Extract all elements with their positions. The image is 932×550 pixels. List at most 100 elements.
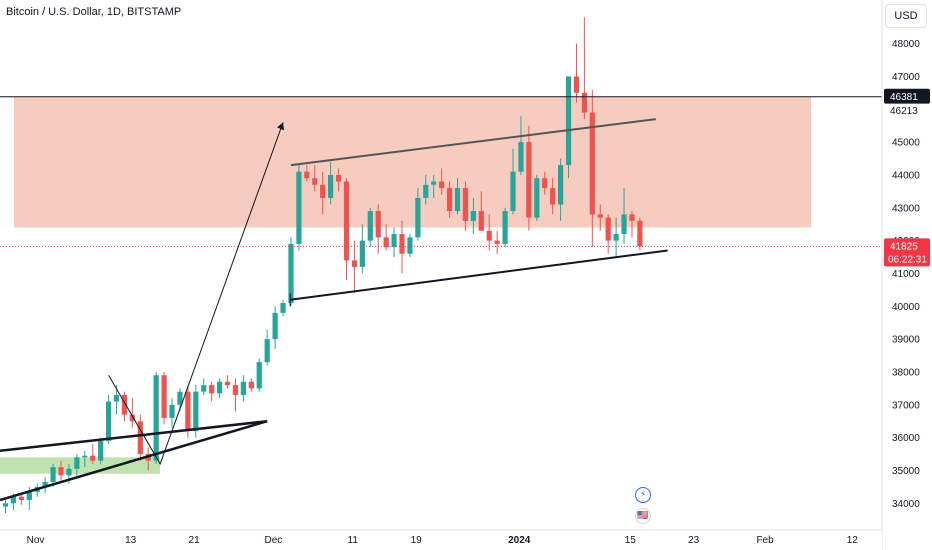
x-tick-label: 21 — [189, 535, 201, 546]
y-tick-label: 41000 — [892, 269, 920, 280]
y-tick-label: 48000 — [892, 39, 920, 50]
current-price-tag: 41825 — [890, 241, 918, 252]
y-tick-label: 43000 — [892, 203, 920, 214]
us-flag-glyph: 🇺🇸 — [637, 511, 649, 521]
candle-body — [581, 92, 587, 113]
candle-body — [423, 184, 429, 198]
time-axis-bg — [0, 530, 882, 550]
candle-body — [589, 112, 595, 215]
x-tick-label: 13 — [125, 535, 137, 546]
candle-body — [486, 230, 492, 241]
candle-body — [256, 362, 262, 389]
candle-body — [351, 260, 358, 267]
currency-button[interactable]: USD — [885, 4, 927, 28]
x-tick-label: Feb — [756, 535, 774, 546]
candle-body — [105, 401, 112, 441]
candle-body — [637, 220, 643, 247]
candle-body — [272, 312, 278, 340]
candle-body — [439, 181, 445, 189]
candle-body — [320, 184, 326, 198]
y-tick-label: 44000 — [892, 170, 920, 181]
candle-body — [462, 188, 469, 221]
y-tick-label: 35000 — [892, 466, 920, 477]
x-tick-label: Dec — [265, 535, 283, 546]
candle-body — [129, 414, 135, 422]
candle-body — [18, 496, 24, 501]
candle-body — [121, 394, 128, 415]
candle-body — [153, 375, 159, 461]
candle-body — [58, 467, 64, 476]
level-price-tag: 46381 — [890, 92, 918, 103]
candle-body — [399, 234, 405, 254]
us-flag-icon[interactable]: 🇺🇸 — [635, 508, 651, 524]
candle-body — [542, 178, 548, 189]
candle-body — [407, 237, 413, 254]
candle-body — [240, 381, 246, 395]
candle-body — [431, 181, 437, 185]
candle-body — [613, 234, 619, 241]
candle-body — [605, 217, 611, 241]
arrow-head — [277, 122, 285, 131]
support-zone — [0, 457, 160, 474]
candle-body — [304, 171, 310, 179]
candle-body — [296, 171, 302, 244]
candle-body — [82, 455, 88, 458]
candle-body — [573, 76, 580, 93]
zones-layer — [0, 96, 811, 474]
candle-body — [177, 391, 183, 405]
candle-body — [629, 214, 635, 221]
candle-body — [391, 234, 397, 248]
candle-body — [2, 503, 9, 507]
candle-body — [565, 76, 572, 166]
x-tick-label: Nov — [27, 535, 45, 546]
candle-body — [312, 178, 318, 185]
y-tick-label: 36000 — [892, 433, 920, 444]
candle-body — [26, 491, 32, 501]
lightning-glyph: ⚡ — [639, 490, 647, 500]
x-tick-label: 19 — [411, 535, 423, 546]
symbol-title: Bitcoin / U.S. Dollar, 1D, BITSTAMP — [6, 6, 182, 18]
candle-body — [66, 468, 72, 476]
channel-top-line — [290, 118, 656, 167]
candle-body — [494, 240, 500, 244]
candle-body — [42, 481, 48, 487]
candle-body — [113, 394, 120, 402]
price-axis: 34000 35000 36000 37000 38000 39000 40000 41000… — [881, 0, 932, 550]
candle-body — [550, 188, 556, 205]
candle-body — [526, 142, 532, 218]
candle-body — [169, 404, 175, 418]
candle-body — [335, 174, 342, 182]
lightning-icon[interactable]: ⚡ — [635, 487, 651, 503]
channel-bottom-line — [290, 249, 668, 301]
current-price-tag-bg — [884, 238, 930, 267]
candle-body — [185, 391, 191, 432]
candle-body — [367, 211, 373, 241]
candle-body — [280, 303, 286, 313]
secondary-level-tag: 46213 — [890, 106, 918, 117]
candle-body — [288, 243, 294, 304]
candle-body — [98, 440, 104, 461]
candle-body — [558, 165, 564, 205]
drawings-layer — [0, 96, 882, 502]
candle-body — [264, 339, 270, 363]
candle-body — [193, 391, 199, 432]
y-tick-label: 39000 — [892, 335, 920, 346]
candle-body — [375, 211, 381, 238]
y-tick-label: 40000 — [892, 302, 920, 313]
candle-body — [248, 381, 254, 389]
level-price-tag-bg — [884, 88, 930, 104]
candle-body — [161, 375, 167, 418]
candle-body — [470, 211, 476, 221]
candle-body — [510, 171, 516, 212]
projection-path — [108, 122, 284, 466]
candle-body — [383, 237, 389, 248]
time-axis: Nov 13 21 Dec 11 19 2024 15 23 Feb 12 — [0, 529, 882, 550]
candle-body — [10, 496, 17, 504]
price-tags-layer: 46381 46213 41825 06:22:31 — [884, 88, 930, 267]
candle-body — [478, 211, 484, 231]
candle-body — [90, 455, 96, 461]
x-tick-label: 2024 — [508, 535, 531, 546]
candle-body — [446, 188, 453, 212]
y-tick-label: 45000 — [892, 138, 920, 149]
